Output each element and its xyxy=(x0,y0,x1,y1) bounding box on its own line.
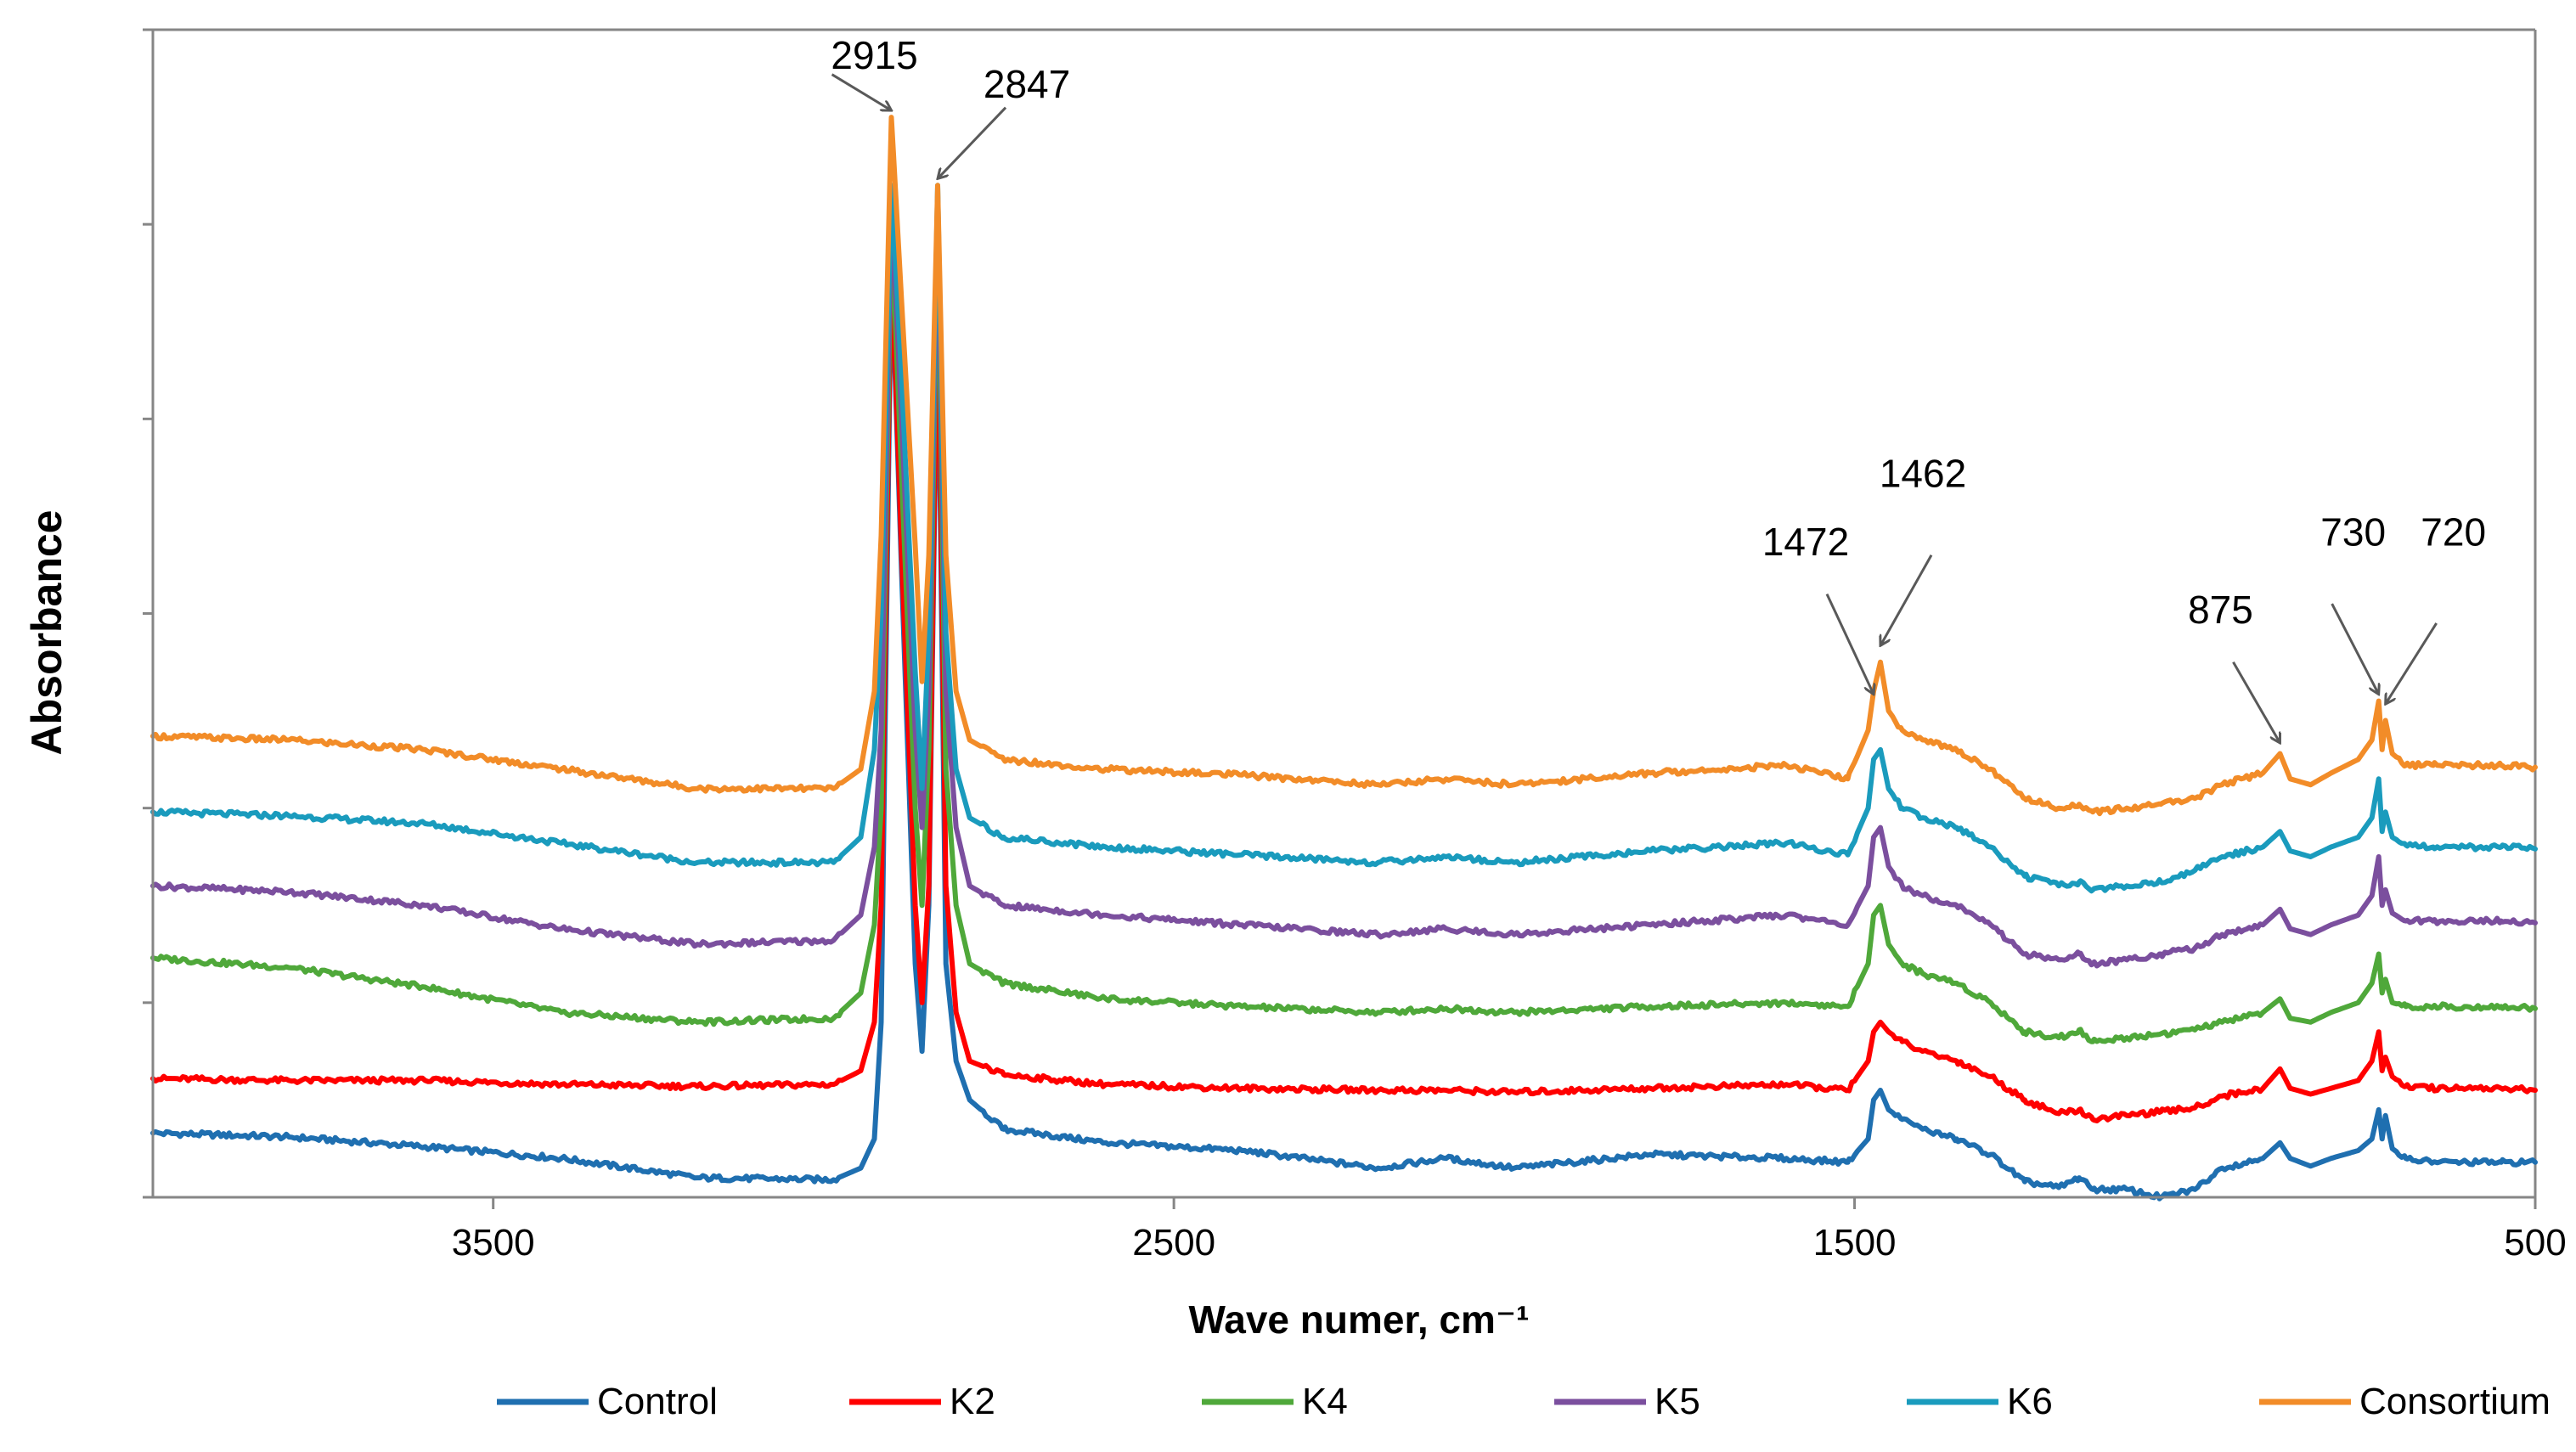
annotation-arrow xyxy=(831,73,892,110)
annotation-arrow xyxy=(1825,593,1874,695)
annotation-label-875: 875 xyxy=(2188,588,2253,632)
legend: Control K2 K4 K5 K6 Consortium xyxy=(497,1381,2551,1422)
annotation-label-1472: 1472 xyxy=(1762,520,1849,564)
series-line-consortium xyxy=(150,115,2538,817)
annotation-label-730: 730 xyxy=(2320,509,2386,554)
annotation-label-1462: 1462 xyxy=(1880,452,1966,496)
annotation-arrow xyxy=(938,106,1007,179)
series-line-k5 xyxy=(150,202,2538,969)
y-axis xyxy=(143,28,155,1199)
legend-label-k2: K2 xyxy=(950,1381,995,1422)
annotation-arrow xyxy=(2331,603,2379,695)
x-tick-label: 1500 xyxy=(1813,1222,1897,1263)
x-tick-label: 2500 xyxy=(1132,1222,1215,1263)
legend-label-k4: K4 xyxy=(1302,1381,1348,1422)
annotation-arrow xyxy=(2232,661,2280,743)
peak-annotations: 2915 2847 1472 1462 875 730 720 xyxy=(831,33,2486,743)
x-axis-title: Wave numer, cm⁻¹ xyxy=(1189,1297,1530,1342)
series-line-k6 xyxy=(150,183,2538,894)
series-line-k2 xyxy=(150,250,2538,1123)
y-axis-title: Absorbance xyxy=(23,510,70,756)
annotation-arrow xyxy=(2386,622,2438,704)
annotation-arrow xyxy=(1880,554,1933,646)
x-axis: 3500 2500 1500 500 xyxy=(153,1196,2567,1263)
legend-label-k5: K5 xyxy=(1654,1381,1700,1422)
plot-area xyxy=(150,28,2538,1202)
legend-label-consortium: Consortium xyxy=(2359,1381,2551,1422)
annotation-label-2915: 2915 xyxy=(831,33,917,77)
legend-label-control: Control xyxy=(597,1381,718,1422)
x-tick-label: 500 xyxy=(2504,1222,2566,1263)
annotation-label-720: 720 xyxy=(2421,509,2486,554)
series-line-k4 xyxy=(150,222,2538,1044)
x-tick-label: 3500 xyxy=(452,1222,535,1263)
legend-label-k6: K6 xyxy=(2007,1381,2053,1422)
annotation-label-2847: 2847 xyxy=(984,62,1070,106)
